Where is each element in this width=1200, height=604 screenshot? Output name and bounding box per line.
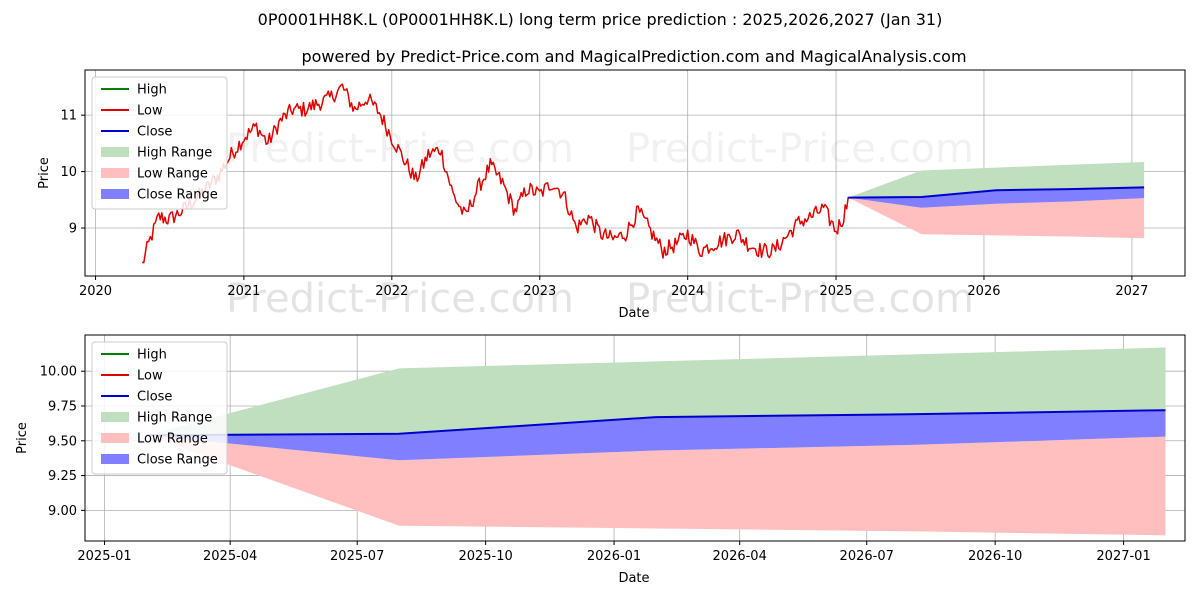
y-tick-label: 9.00 <box>48 504 77 519</box>
legend-swatch <box>101 454 129 464</box>
y-tick-label: 9.50 <box>48 434 77 449</box>
y-tick-label: 10.00 <box>40 365 77 380</box>
y-tick-label: 10 <box>60 165 77 180</box>
legend: High Low Close High Range Low Range Close Ran… <box>91 341 228 475</box>
plot-frame <box>84 334 1186 542</box>
close-range-band <box>146 410 1166 461</box>
y-tick-label: 11 <box>60 109 77 124</box>
x-tick-label: 2020 <box>79 284 112 299</box>
legend-swatch <box>101 147 129 157</box>
x-tick-label: 2026 <box>967 284 1000 299</box>
watermark-text: Predict-Price.com <box>626 276 974 322</box>
plot-frame <box>84 69 1186 277</box>
low-price-line <box>141 83 849 264</box>
legend-label: Low Range <box>137 432 208 447</box>
legend-label: Close <box>137 390 172 405</box>
close-forecast-line <box>848 186 1145 199</box>
x-tick-label: 2025-01 <box>77 549 131 564</box>
x-tick-label: 2025-10 <box>458 549 512 564</box>
watermark-text: Predict-Price.com <box>226 276 574 322</box>
x-tick-label: 2026-10 <box>968 549 1022 564</box>
chart-subtitle: powered by Predict-Price.com and Magical… <box>301 47 966 66</box>
legend-label: Close <box>137 125 172 140</box>
y-tick-label: 9.75 <box>48 399 77 414</box>
watermark-text: Predict-Price.com <box>626 126 974 172</box>
x-tick-label: 2026-01 <box>587 549 641 564</box>
legend-swatch <box>101 189 129 199</box>
y-tick-label: 9.25 <box>48 469 77 484</box>
x-tick-label: 2023 <box>523 284 556 299</box>
legend-swatch <box>101 168 129 178</box>
y-axis-label: Price <box>37 157 52 189</box>
legend-label: Close Range <box>137 453 218 468</box>
legend-label: High Range <box>137 411 212 426</box>
y-tick-label: 9 <box>69 222 77 237</box>
panel-forecast-zoom: Predict-Price.comPredict-Price.comPredic… <box>15 276 1186 586</box>
x-tick-label: 2025-07 <box>330 549 384 564</box>
legend-swatch <box>101 412 129 422</box>
low-range-band <box>848 197 1145 239</box>
x-tick-label: 2021 <box>227 284 260 299</box>
x-axis-label: Date <box>618 306 649 321</box>
x-tick-label: 2027-01 <box>1096 549 1150 564</box>
legend-label: High <box>137 348 167 363</box>
legend: High Low Close High Range Low Range Close Ran… <box>91 76 228 210</box>
legend-swatch <box>101 433 129 443</box>
legend-label: Low Range <box>137 167 208 182</box>
low-range-band <box>146 435 1166 536</box>
x-tick-label: 2024 <box>671 284 704 299</box>
legend-label: Low <box>137 104 163 119</box>
x-tick-label: 2022 <box>375 284 408 299</box>
legend-label: High <box>137 83 167 98</box>
x-tick-label: 2026-07 <box>840 549 894 564</box>
x-tick-label: 2027 <box>1115 284 1148 299</box>
watermark-text: Predict-Price.com <box>226 276 574 322</box>
chart-title: 0P0001HH8K.L (0P0001HH8K.L) long term pr… <box>258 10 943 29</box>
x-tick-label: 2026-04 <box>713 549 767 564</box>
legend-label: Close Range <box>137 188 218 203</box>
x-tick-label: 2025-04 <box>203 549 257 564</box>
close-range-band <box>848 187 1145 208</box>
y-axis-label: Price <box>15 422 30 454</box>
x-tick-label: 2025 <box>819 284 852 299</box>
close-forecast-line <box>146 409 1166 437</box>
legend-label: Low <box>137 369 163 384</box>
panel-history-forecast: Predict-Price.com Predict-Price.com Predic… <box>37 69 1186 322</box>
x-axis-label: Date <box>618 571 649 586</box>
watermark-text: Predict-Price.com <box>626 276 974 322</box>
legend-label: High Range <box>137 146 212 161</box>
